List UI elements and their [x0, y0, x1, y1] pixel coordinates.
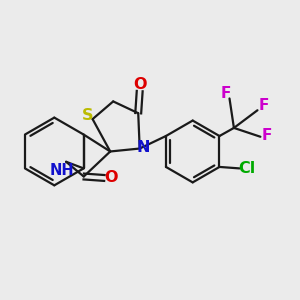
Text: F: F: [262, 128, 272, 143]
Text: NH: NH: [50, 163, 74, 178]
Text: N: N: [136, 140, 150, 154]
Text: F: F: [220, 86, 231, 101]
Text: O: O: [104, 169, 118, 184]
Text: Cl: Cl: [238, 161, 256, 176]
Text: F: F: [258, 98, 268, 113]
Text: S: S: [82, 108, 93, 123]
Text: O: O: [134, 77, 147, 92]
